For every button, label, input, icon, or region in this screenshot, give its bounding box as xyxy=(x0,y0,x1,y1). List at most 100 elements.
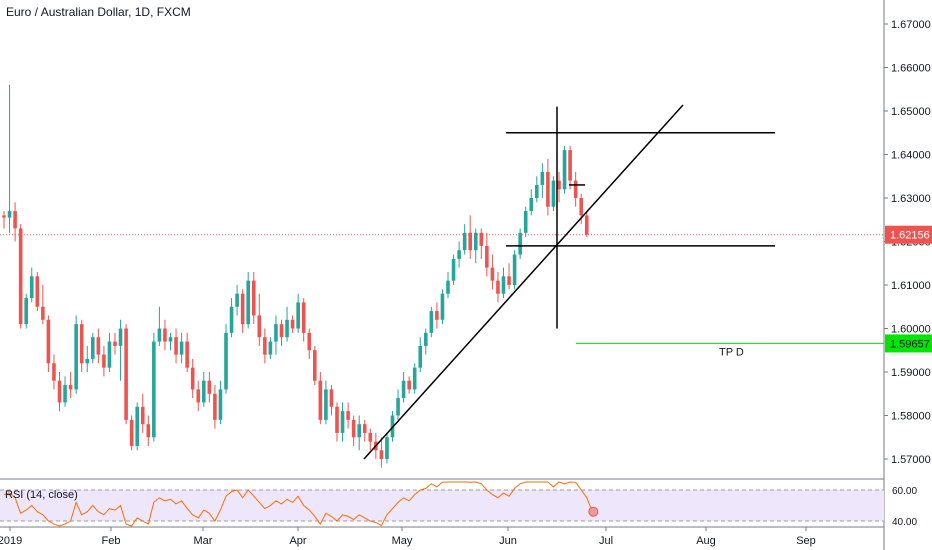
rsi-band xyxy=(0,490,884,521)
x-tick-label: Apr xyxy=(289,535,306,547)
candle-body xyxy=(523,211,528,233)
candle-body xyxy=(573,180,578,198)
candle-body xyxy=(313,350,317,381)
candle-body xyxy=(357,424,361,438)
x-tick-label: Jun xyxy=(499,535,517,547)
last-price-tag xyxy=(885,225,932,244)
time-axis: 2019 Feb Mar Apr May Jun Jul Aug Sep xyxy=(0,527,816,547)
candle-body xyxy=(168,337,173,342)
y-tick-label: 1.57000 xyxy=(891,454,931,466)
candle-body xyxy=(446,280,450,294)
candle-body xyxy=(518,232,522,255)
candle-body xyxy=(41,306,45,320)
candle-body xyxy=(335,406,339,433)
candle-body xyxy=(451,258,456,281)
candle-body xyxy=(268,341,273,355)
candle-body xyxy=(535,184,539,198)
x-tick-label: May xyxy=(392,535,413,547)
target-note: TP D xyxy=(719,346,744,358)
candle-body xyxy=(490,267,495,281)
candle-body xyxy=(485,245,489,268)
candle-body xyxy=(584,215,589,235)
candle-body xyxy=(57,380,62,403)
candle-body xyxy=(307,332,312,351)
candle-body xyxy=(107,341,112,368)
x-tick-label: Sep xyxy=(796,535,816,547)
y-tick-label: 1.61000 xyxy=(891,280,931,292)
trendline xyxy=(363,104,684,460)
drawings xyxy=(363,104,775,460)
x-tick-label: Feb xyxy=(102,535,121,547)
y-tick-label: 1.67000 xyxy=(891,19,931,31)
candle-body xyxy=(435,311,439,320)
candle-body xyxy=(46,319,51,364)
candle-body xyxy=(24,298,28,325)
candle-body xyxy=(7,211,12,218)
candle-body xyxy=(2,215,6,218)
x-tick-label: 2019 xyxy=(0,535,22,547)
candle-body xyxy=(91,337,95,359)
candle-body xyxy=(285,319,289,338)
candle-body xyxy=(85,358,90,364)
candle-body xyxy=(396,398,400,416)
candle-body xyxy=(102,354,106,368)
y-tick-label: 1.60000 xyxy=(891,324,931,336)
candle-body xyxy=(251,280,256,316)
candle-body xyxy=(301,302,306,333)
candle-body xyxy=(379,450,384,459)
candle-body xyxy=(179,341,184,355)
candle-body xyxy=(468,232,472,251)
candle-body xyxy=(124,328,128,420)
candle-body xyxy=(235,293,239,307)
candle-body xyxy=(163,328,167,342)
candle-body xyxy=(196,389,201,403)
y-tick-label: 1.64000 xyxy=(891,150,931,162)
candle-body xyxy=(257,315,262,338)
candle-body xyxy=(157,328,162,342)
rsi-series xyxy=(3,481,599,527)
candle-body xyxy=(457,250,461,259)
candle-body xyxy=(540,171,545,185)
target-price-tag xyxy=(885,334,932,353)
candle-body xyxy=(113,341,117,346)
rsi-title: RSI (14, close) xyxy=(5,489,78,501)
candle-body xyxy=(412,367,417,390)
candle-body xyxy=(557,180,561,190)
candle-body xyxy=(218,389,223,420)
candle-body xyxy=(496,280,500,294)
candle-body xyxy=(224,332,228,390)
candle-body xyxy=(401,380,406,399)
rsi-tick-label: 60.00 xyxy=(892,486,917,497)
rsi-last-point xyxy=(588,506,599,517)
price-axis: 1.670001.660001.650001.640001.630001.620… xyxy=(884,19,931,466)
candle-body xyxy=(546,171,550,207)
candle-body xyxy=(229,306,234,333)
candle-body xyxy=(329,389,334,407)
candle-body xyxy=(35,276,40,307)
candle-body xyxy=(96,337,101,355)
candle-body xyxy=(74,324,78,390)
candle-body xyxy=(246,280,250,325)
candle-body xyxy=(29,276,34,299)
candle-body xyxy=(52,363,56,381)
x-tick-label: Aug xyxy=(696,535,716,547)
last-price-label: 1.62156 xyxy=(890,230,930,242)
candle-body xyxy=(368,432,373,442)
candle-body xyxy=(318,380,323,420)
rsi-axis: 60.00 40.00 xyxy=(892,486,917,528)
candle-body xyxy=(473,232,478,251)
y-tick-label: 1.59000 xyxy=(891,367,931,379)
candle-body xyxy=(152,341,156,438)
candle-body xyxy=(429,311,434,333)
candle-body xyxy=(562,150,567,190)
candle-body xyxy=(146,424,151,438)
candle-body xyxy=(185,341,189,368)
chart-title: Euro / Australian Dollar, 1D, FXCM xyxy=(6,5,191,19)
candle-body xyxy=(440,293,445,320)
candle-body xyxy=(140,406,145,425)
y-tick-label: 1.63000 xyxy=(891,193,931,205)
candle-body xyxy=(424,332,428,346)
candle-body xyxy=(118,328,123,346)
candle-body xyxy=(385,437,389,459)
